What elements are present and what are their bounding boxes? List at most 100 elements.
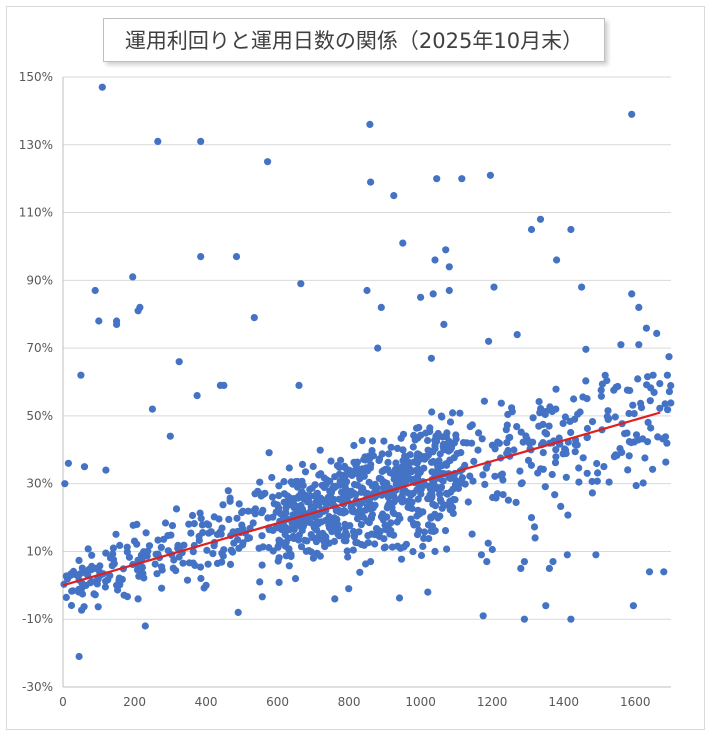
data-point [175, 553, 183, 561]
data-point [285, 464, 293, 472]
data-point [202, 581, 210, 589]
data-point [322, 516, 330, 525]
data-point [557, 502, 565, 510]
data-point [404, 503, 412, 511]
data-point [440, 320, 448, 328]
data-point [417, 293, 425, 301]
data-point [309, 503, 317, 511]
x-tick-label: 1400 [548, 695, 579, 709]
data-point [394, 467, 402, 475]
data-point [335, 470, 343, 478]
data-point [541, 410, 549, 418]
data-point [399, 446, 407, 454]
data-point [650, 388, 658, 396]
data-point [101, 583, 109, 591]
data-point [641, 454, 649, 462]
data-point [491, 445, 499, 453]
data-point [312, 538, 320, 546]
data-point [341, 462, 349, 470]
data-point [408, 498, 416, 506]
data-point [345, 585, 353, 593]
data-point [429, 458, 437, 466]
data-point [350, 441, 358, 450]
data-point [626, 386, 634, 395]
data-point [388, 504, 396, 512]
data-point [297, 543, 306, 551]
data-point [330, 482, 338, 490]
data-point [123, 548, 131, 556]
data-point [567, 225, 575, 234]
data-point [527, 461, 536, 469]
data-point [268, 473, 276, 482]
data-point [531, 534, 539, 542]
data-point [479, 612, 487, 620]
data-point [659, 435, 667, 443]
data-point [275, 482, 283, 490]
data-point [195, 532, 203, 541]
data-point [488, 545, 496, 554]
data-point [189, 548, 197, 556]
data-point [612, 451, 620, 459]
data-point [573, 441, 581, 449]
data-point [667, 382, 675, 390]
data-point [463, 439, 471, 447]
x-tick-label: 1200 [477, 695, 508, 709]
data-point [449, 509, 457, 517]
data-point [187, 529, 195, 537]
data-point [251, 510, 259, 518]
data-point [112, 530, 120, 538]
data-point [380, 437, 388, 445]
data-point [593, 459, 601, 468]
y-tick-label: -10% [22, 612, 53, 626]
data-point [265, 544, 273, 552]
data-point [417, 551, 426, 560]
data-point [91, 564, 99, 573]
data-point [180, 541, 188, 549]
data-point [316, 446, 324, 454]
data-point [517, 428, 525, 436]
data-point [409, 548, 417, 556]
data-point [275, 492, 283, 500]
data-point [434, 485, 442, 494]
data-point [377, 475, 385, 483]
data-point [512, 498, 520, 506]
data-point [665, 353, 673, 361]
data-point [75, 556, 83, 565]
data-point [466, 472, 474, 480]
data-point [605, 415, 613, 423]
data-point [446, 474, 454, 483]
data-point [617, 341, 625, 349]
data-point [385, 450, 393, 458]
y-tick-label: 10% [26, 544, 53, 558]
data-point [333, 462, 341, 470]
data-point [452, 435, 460, 443]
data-point [151, 560, 159, 568]
data-point [484, 539, 492, 547]
data-point [309, 462, 317, 471]
data-point [570, 395, 578, 403]
data-point [483, 558, 491, 566]
data-point [379, 512, 388, 520]
data-point [643, 438, 652, 446]
data-point [229, 548, 237, 556]
data-point [559, 419, 567, 427]
x-tick-label: 600 [266, 695, 289, 709]
data-point [185, 520, 193, 528]
data-point [358, 437, 366, 445]
data-point [417, 490, 425, 498]
data-point [446, 418, 455, 426]
data-point [647, 424, 655, 432]
data-point [491, 472, 499, 480]
data-point [393, 444, 402, 452]
data-point [349, 546, 357, 554]
data-point [629, 602, 638, 610]
data-point [413, 424, 421, 432]
data-point [420, 534, 428, 543]
data-point [431, 256, 439, 264]
data-point [600, 463, 608, 471]
data-point [427, 354, 435, 362]
data-point [356, 568, 364, 576]
data-point [642, 324, 651, 332]
data-point [629, 401, 637, 409]
data-point [441, 527, 450, 535]
